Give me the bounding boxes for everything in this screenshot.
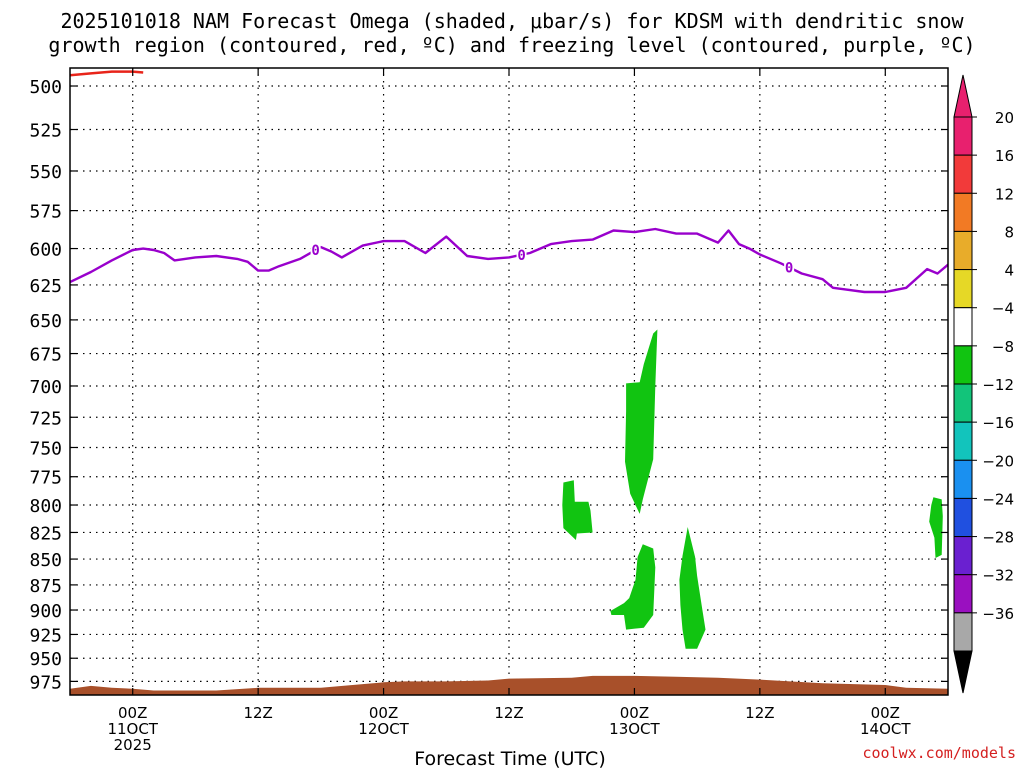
y-tick-label: 725 — [29, 408, 62, 429]
colorbar-swatch — [953, 612, 973, 652]
colorbar-swatch — [953, 154, 973, 194]
colorbar-top-arrow — [953, 74, 973, 118]
colorbar-tick-label: −20 — [982, 452, 1014, 470]
colorbar-tick-label: 20 — [995, 109, 1014, 127]
y-tick-label: 850 — [29, 550, 62, 571]
omega-region-2 — [625, 329, 658, 514]
colorbar-swatch — [953, 536, 973, 576]
colorbar-tick-label: −8 — [992, 338, 1014, 356]
y-tick-label: 775 — [29, 468, 62, 489]
x-tick-label: 12Z — [494, 704, 523, 722]
y-tick-label: 525 — [29, 121, 62, 142]
y-tick-label: 700 — [29, 377, 62, 398]
y-tick-label: 800 — [29, 496, 62, 517]
x-tick-label: 14OCT — [860, 720, 911, 738]
omega-region-1 — [562, 480, 593, 540]
omega-region-5 — [929, 497, 943, 558]
terrain-surface — [70, 675, 948, 695]
y-tick-label: 900 — [29, 601, 62, 622]
x-tick-label: 13OCT — [609, 720, 660, 738]
x-axis-label: Forecast Time (UTC) — [414, 748, 606, 770]
y-tick-label: 825 — [29, 523, 62, 544]
freezing-level-label: 0 — [517, 248, 525, 264]
y-tick-label: 650 — [29, 311, 62, 332]
y-tick-label: 950 — [29, 649, 62, 670]
chart-title-line-1: 2025101018 NAM Forecast Omega (shaded, μ… — [60, 9, 964, 33]
colorbar-tick-label: 4 — [1004, 262, 1014, 280]
colorbar-swatch — [953, 421, 973, 461]
colorbar-swatch — [953, 497, 973, 538]
colorbar-swatch — [953, 269, 973, 309]
dgz-contour — [70, 70, 144, 77]
x-tick-label: 2025 — [114, 736, 152, 754]
y-tick-label: 975 — [29, 672, 62, 693]
y-tick-label: 600 — [29, 240, 62, 261]
colorbar-swatch — [953, 383, 973, 423]
colorbar-swatch — [953, 307, 973, 347]
colorbar-tick-label: −36 — [982, 605, 1014, 623]
plot-area: 0 0 0 — [70, 68, 948, 695]
y-tick-label: 925 — [29, 625, 62, 646]
colorbar-tick-label: −32 — [982, 567, 1014, 585]
y-tick-label: 750 — [29, 438, 62, 459]
y-tick-label: 675 — [29, 345, 62, 366]
colorbar-tick-label: 16 — [995, 147, 1014, 165]
y-tick-label: 500 — [29, 77, 62, 98]
chart-title-line-2: growth region (contoured, red, ºC) and f… — [48, 33, 976, 57]
contour-label-bg — [784, 261, 795, 274]
omega-region-4 — [679, 527, 706, 649]
colorbar-tick-label: −12 — [982, 376, 1014, 394]
colorbar-bottom-arrow — [953, 650, 973, 694]
colorbar-swatch — [953, 116, 973, 156]
colorbar-tick-label: 12 — [995, 185, 1014, 203]
colorbar-swatch — [953, 459, 973, 499]
x-tick-label: 12Z — [243, 704, 272, 722]
x-tick-label: 00Z — [620, 704, 649, 722]
colorbar-tick-label: −16 — [982, 414, 1014, 432]
x-tick-label: 11OCT — [107, 720, 158, 738]
contour-label-bg — [310, 244, 321, 257]
y-tick-label: 550 — [29, 162, 62, 183]
colorbar-tick-label: −4 — [992, 300, 1014, 318]
y-tick-label: 575 — [29, 202, 62, 223]
x-tick-label: 00Z — [871, 704, 900, 722]
x-tick-label: 12OCT — [358, 720, 409, 738]
freezing-level-label: 0 — [785, 260, 793, 276]
credit-text: coolwx.com/models — [862, 744, 1016, 762]
colorbar-swatch — [953, 230, 973, 271]
colorbar-swatch — [953, 192, 973, 232]
colorbar-swatch — [953, 345, 973, 385]
colorbar-tick-label: −28 — [982, 529, 1014, 547]
x-tick-label: 00Z — [369, 704, 398, 722]
omega-region-3 — [610, 544, 656, 630]
x-tick-label: 00Z — [118, 704, 147, 722]
freezing-level-contour — [70, 227, 948, 294]
colorbar-tick-label: 8 — [1004, 223, 1014, 241]
contour-label-bg — [516, 248, 527, 261]
y-tick-label: 625 — [29, 276, 62, 297]
colorbar-swatch — [953, 574, 973, 614]
y-tick-label: 875 — [29, 576, 62, 597]
colorbar-tick-label: −24 — [982, 490, 1014, 508]
x-tick-label: 12Z — [745, 704, 774, 722]
freezing-level-label: 0 — [311, 243, 319, 259]
